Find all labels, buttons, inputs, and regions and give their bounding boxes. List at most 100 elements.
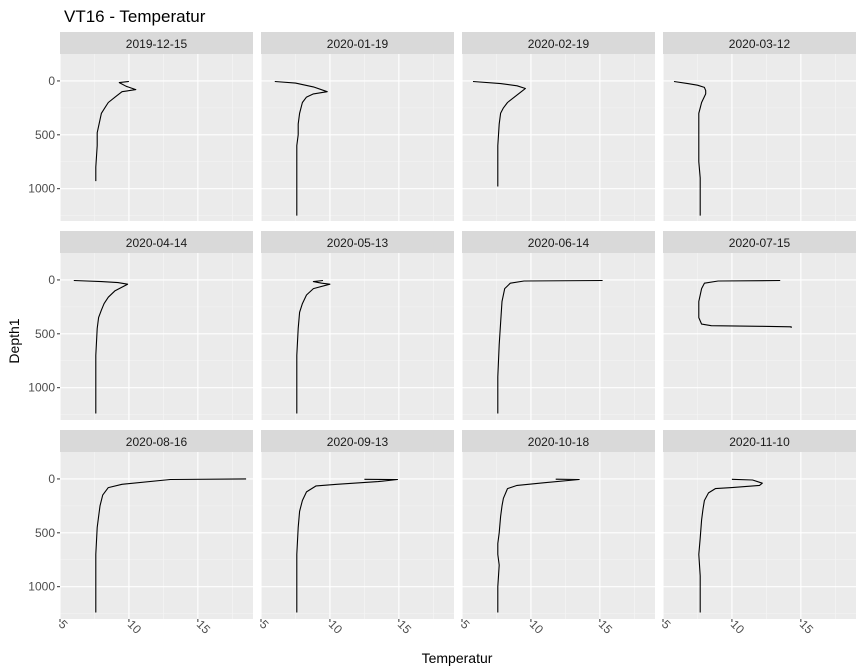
y-tick-label: 500	[35, 526, 55, 540]
panel-background	[462, 253, 655, 420]
x-tick-label: 10	[728, 617, 748, 637]
x-tick-label: 5	[458, 617, 473, 632]
panel-background	[60, 452, 253, 619]
facet-strip	[261, 32, 454, 54]
facet-strip-label: 2020-01-19	[327, 37, 389, 51]
x-tick-label: 5	[659, 617, 674, 632]
minor-grid	[462, 253, 655, 420]
facet-panel: 2020-02-19	[461, 32, 655, 221]
facet-strip	[60, 32, 253, 54]
temperature-profile-line	[698, 478, 763, 613]
x-tick-label: 10	[125, 617, 145, 637]
facet-strip-label: 2020-05-13	[327, 236, 389, 250]
major-grid	[461, 54, 655, 221]
facet-strip-label: 2020-02-19	[528, 37, 590, 51]
major-grid	[59, 54, 253, 221]
x-tick-label: 10	[527, 617, 547, 637]
temperature-profile-line	[95, 80, 137, 182]
temperature-profile-line	[73, 279, 129, 414]
facet-panel: 2020-11-10 5 10 15	[659, 430, 856, 637]
y-tick-label: 1000	[28, 580, 55, 594]
facet-strip	[462, 430, 655, 452]
panel-background	[60, 54, 253, 221]
minor-grid	[261, 54, 454, 221]
major-grid	[260, 54, 454, 221]
panel-background	[60, 253, 253, 420]
panel-background	[261, 54, 454, 221]
panel-background	[462, 452, 655, 619]
facet-strip-label: 2020-11-10	[729, 435, 790, 449]
temperature-profile-line	[497, 478, 580, 613]
facet-strip	[261, 430, 454, 452]
major-grid	[260, 452, 454, 619]
panel-background	[663, 54, 856, 221]
minor-grid	[60, 253, 253, 420]
facet-panel: 2020-09-13 5 10 15	[257, 430, 454, 637]
facet-strip	[663, 32, 856, 54]
y-tick-label: 500	[35, 128, 55, 142]
panel-background	[261, 253, 454, 420]
facet-strip-label: 2019-12-15	[126, 37, 188, 51]
facet-strip-label: 2020-04-14	[126, 236, 188, 250]
minor-grid	[60, 54, 253, 221]
x-tick-label: 15	[194, 617, 214, 637]
x-tick-label: 5	[257, 617, 272, 632]
facet-panel: 2020-06-14	[461, 231, 655, 420]
x-tick-label: 15	[797, 617, 817, 637]
facet-panel: 2020-07-15	[662, 231, 856, 420]
major-grid	[662, 54, 856, 221]
panel-background	[261, 452, 454, 619]
minor-grid	[261, 452, 454, 619]
facet-strip	[462, 231, 655, 253]
y-axis-title: Depth1	[6, 318, 22, 363]
major-grid	[662, 452, 856, 619]
facet-panel: 2020-01-19	[260, 32, 454, 221]
y-tick-label: 0	[48, 472, 55, 486]
facet-strip-label: 2020-07-15	[729, 236, 791, 250]
facet-panel: 2020-08-16 0 500 1000 5 10 15	[28, 430, 253, 637]
x-axis-title: Temperatur	[422, 650, 493, 666]
chart-title: VT16 - Temperatur	[64, 7, 206, 26]
minor-grid	[663, 253, 856, 420]
temperature-profile-line	[472, 80, 526, 187]
facet-strip	[462, 32, 655, 54]
temperature-profile-line	[497, 279, 603, 414]
facet-strip-label: 2020-08-16	[126, 435, 188, 449]
panel-background	[462, 54, 655, 221]
minor-grid	[462, 54, 655, 221]
temperature-profile-line	[673, 80, 707, 216]
facet-strip	[663, 430, 856, 452]
x-tick-label: 5	[56, 617, 71, 632]
minor-grid	[663, 54, 856, 221]
facet-strip-label: 2020-03-12	[729, 37, 791, 51]
facet-panel: 2020-10-18 5 10 15	[458, 430, 655, 637]
y-tick-label: 0	[48, 273, 55, 287]
x-tick-label: 15	[596, 617, 616, 637]
x-tick-label: 15	[395, 617, 415, 637]
facet-strip	[663, 231, 856, 253]
temperature-profile-line	[698, 279, 792, 328]
x-tick-label: 10	[326, 617, 346, 637]
panel-background	[663, 452, 856, 619]
facet-panel: 2020-03-12	[662, 32, 856, 221]
temperature-profile-line	[95, 478, 247, 613]
panel-background	[663, 253, 856, 420]
major-grid	[662, 253, 856, 420]
facet-panel: 2019-12-15 0 500 1000	[28, 32, 253, 221]
facet-strip-label: 2020-09-13	[327, 435, 389, 449]
facet-panel: 2020-04-14 0 500 1000	[28, 231, 253, 420]
minor-grid	[60, 452, 253, 619]
temperature-profile-line	[274, 80, 328, 216]
major-grid	[59, 253, 253, 420]
minor-grid	[261, 253, 454, 420]
y-tick-label: 1000	[28, 381, 55, 395]
minor-grid	[663, 452, 856, 619]
major-grid	[260, 253, 454, 420]
facet-strip	[261, 231, 454, 253]
y-tick-label: 500	[35, 327, 55, 341]
facet-strip-label: 2020-06-14	[528, 236, 590, 250]
temperature-profile-line	[296, 279, 331, 414]
facet-strip	[60, 430, 253, 452]
